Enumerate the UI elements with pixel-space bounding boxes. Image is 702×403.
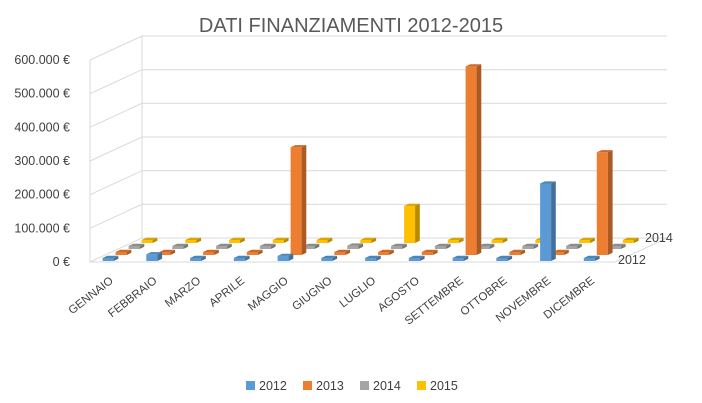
legend-label: 2014: [373, 379, 401, 393]
bar-2015-novembre: [579, 237, 595, 243]
legend: 2012 2013 2014 2015: [246, 379, 458, 393]
y-tick-label: 600.000 €: [14, 53, 70, 67]
bar-2012-gennaio: [102, 255, 119, 261]
floor-edge: [90, 237, 668, 263]
x-tick-label: GIUGNO: [290, 275, 334, 313]
bar-2014-giugno: [347, 243, 364, 249]
bar-2012-luglio: [365, 255, 381, 261]
bar-2015-settembre: [491, 237, 508, 243]
bar-2014-settembre: [478, 243, 495, 249]
legend-swatch: [417, 381, 426, 390]
bar-2013-gennaio: [115, 249, 132, 255]
bar-2015-aprile: [272, 237, 289, 243]
bar-2014-maggio: [303, 243, 320, 249]
y-tick-label: 200.000 €: [14, 188, 70, 202]
legend-swatch: [360, 381, 369, 390]
bar-2012-maggio: [277, 253, 294, 261]
bar-2014-marzo: [216, 243, 232, 249]
y-tick-label: 100.000 €: [14, 221, 70, 235]
bar-2015-agosto: [447, 237, 464, 243]
bar-2015-febbraio: [185, 237, 202, 243]
gridline: [89, 170, 667, 196]
x-tick-label: MAGGIO: [246, 275, 291, 314]
bar-2012-agosto: [408, 255, 425, 261]
legend-label: 2013: [316, 379, 344, 393]
bar-2015-marzo: [229, 237, 245, 243]
bar-2013-agosto: [421, 249, 438, 255]
bar-2013-giugno: [334, 249, 351, 255]
bar-2014-novembre: [566, 243, 582, 249]
gridline: [89, 35, 667, 61]
legend-item: 2012: [246, 379, 287, 393]
bar-2015-luglio: [404, 203, 420, 243]
bars: [102, 64, 639, 261]
depth-axis: 2012 2014: [618, 231, 673, 267]
legend-item: 2014: [360, 379, 401, 393]
bar-2014-aprile: [259, 243, 276, 249]
gridline: [89, 203, 667, 229]
bar-2013-settembre: [465, 64, 482, 256]
bar-2014-febbraio: [172, 243, 189, 249]
legend-swatch: [303, 381, 312, 390]
y-tick-label: 400.000 €: [14, 120, 70, 134]
gridline: [89, 102, 667, 128]
y-tick-label: 500.000 €: [14, 87, 70, 101]
gridline: [89, 136, 667, 162]
bar-2012-giugno: [321, 255, 338, 261]
depth-axis-label: 2012: [618, 253, 646, 267]
x-tick-label: APRILE: [207, 275, 247, 310]
legend-item: 2015: [417, 379, 458, 393]
x-tick-label: LUGLIO: [338, 275, 379, 310]
bar-2015-gennaio: [141, 237, 158, 243]
gridline: [89, 69, 667, 95]
y-axis: 0 € 100.000 € 200.000 € 300.000 € 400.000 € 5…: [14, 53, 70, 269]
legend-label: 2012: [259, 379, 287, 393]
gridlines: [89, 35, 668, 263]
bar-2013-aprile: [246, 249, 263, 255]
legend-label: 2015: [430, 379, 458, 393]
bar-2012-settembre: [452, 255, 469, 261]
bar-2014-agosto: [434, 243, 451, 249]
chart-title: DATI FINANZIAMENTI 2012-2015: [199, 15, 503, 37]
bar-2015-maggio: [316, 237, 333, 243]
bar-2014-ottobre: [522, 243, 539, 249]
bar-2013-marzo: [203, 249, 219, 255]
bar-2013-maggio: [290, 145, 307, 255]
bar-2012-aprile: [233, 255, 250, 261]
legend-item: 2013: [303, 379, 344, 393]
bar-2013-ottobre: [509, 249, 526, 255]
x-tick-label: FEBBRAIO: [106, 275, 159, 320]
x-tick-label: MARZO: [163, 275, 203, 310]
bar-2013-dicembre: [596, 150, 613, 255]
y-tick-label: 300.000 €: [14, 154, 70, 168]
bar-2012-febbraio: [146, 252, 163, 261]
bar-2012-ottobre: [496, 255, 513, 261]
bar-2013-novembre: [553, 249, 569, 255]
depth-axis-label: 2014: [645, 231, 673, 245]
bar-2013-luglio: [378, 249, 394, 255]
bar-2014-gennaio: [128, 243, 145, 249]
y-tick-label: 0 €: [53, 255, 70, 269]
bar-2012-novembre: [540, 181, 556, 261]
bar-2015-dicembre: [622, 237, 639, 243]
legend-swatch: [246, 381, 255, 390]
bar-2012-marzo: [190, 255, 206, 261]
bar-2014-luglio: [391, 243, 407, 249]
bar-2015-giugno: [360, 237, 377, 243]
bar-2012-dicembre: [583, 255, 600, 261]
